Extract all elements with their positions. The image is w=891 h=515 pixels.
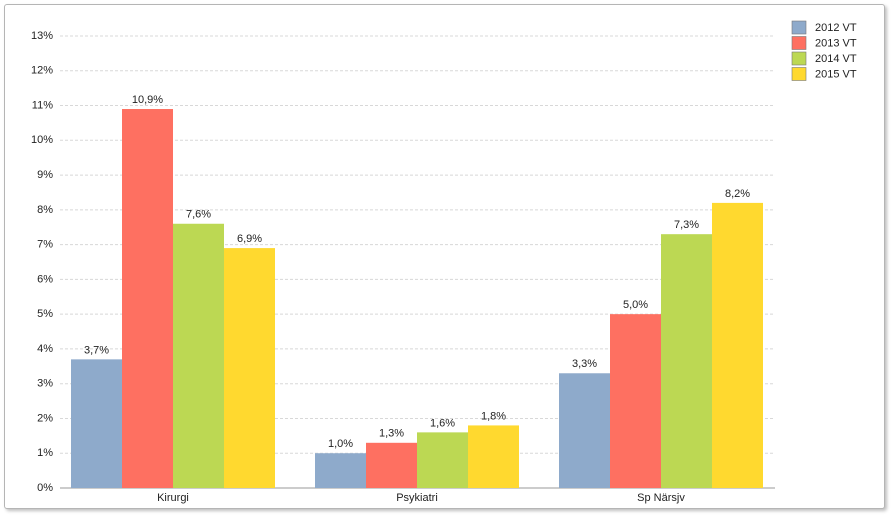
x-tick-label: Psykiatri — [396, 492, 438, 504]
bar — [173, 223, 224, 488]
bar — [122, 109, 173, 488]
legend-swatch — [791, 20, 807, 35]
y-tick-label: 7% — [37, 239, 53, 251]
x-tick-label: Sp Närsjv — [637, 492, 685, 504]
legend-swatch — [791, 67, 807, 81]
value-label: 1,6% — [430, 417, 455, 429]
value-label: 7,3% — [674, 219, 699, 231]
y-tick-label: 12% — [31, 65, 53, 77]
value-label: 7,6% — [186, 209, 211, 221]
y-tick-label: 0% — [37, 482, 53, 494]
bar — [610, 314, 661, 488]
bar — [559, 373, 610, 488]
value-label: 3,7% — [84, 344, 109, 356]
legend-swatch — [791, 51, 807, 66]
legend-label: 2014 VT — [815, 53, 857, 65]
bar — [661, 234, 712, 488]
y-tick-label: 1% — [37, 447, 53, 459]
y-tick-label: 3% — [37, 378, 53, 390]
y-tick-label: 10% — [31, 134, 53, 146]
bar — [71, 359, 122, 488]
value-label: 10,9% — [132, 94, 163, 106]
y-tick-label: 6% — [37, 273, 53, 285]
bar — [315, 453, 366, 488]
value-label: 8,2% — [725, 188, 750, 200]
legend-label: 2015 VT — [815, 68, 857, 80]
value-label: 3,3% — [572, 358, 597, 370]
value-label: 1,3% — [379, 428, 404, 440]
y-tick-label: 2% — [37, 412, 53, 424]
legend-label: 2013 VT — [815, 37, 857, 49]
bar — [468, 425, 519, 488]
x-tick-label: Kirurgi — [157, 492, 189, 504]
bar — [712, 202, 763, 488]
bar — [224, 248, 275, 488]
bar — [417, 432, 468, 488]
y-tick-label: 4% — [37, 343, 53, 355]
legend-swatch — [791, 36, 807, 50]
y-tick-label: 11% — [32, 99, 53, 111]
value-label: 1,8% — [481, 410, 506, 422]
legend-label: 2012 VT — [815, 22, 857, 34]
value-label: 5,0% — [623, 299, 648, 311]
value-label: 6,9% — [237, 233, 262, 245]
y-tick-label: 13% — [31, 30, 53, 42]
y-tick-label: 8% — [37, 204, 53, 216]
y-tick-label: 9% — [37, 169, 53, 181]
bar — [366, 442, 417, 488]
value-label: 1,0% — [328, 438, 353, 450]
y-tick-label: 5% — [37, 308, 53, 320]
